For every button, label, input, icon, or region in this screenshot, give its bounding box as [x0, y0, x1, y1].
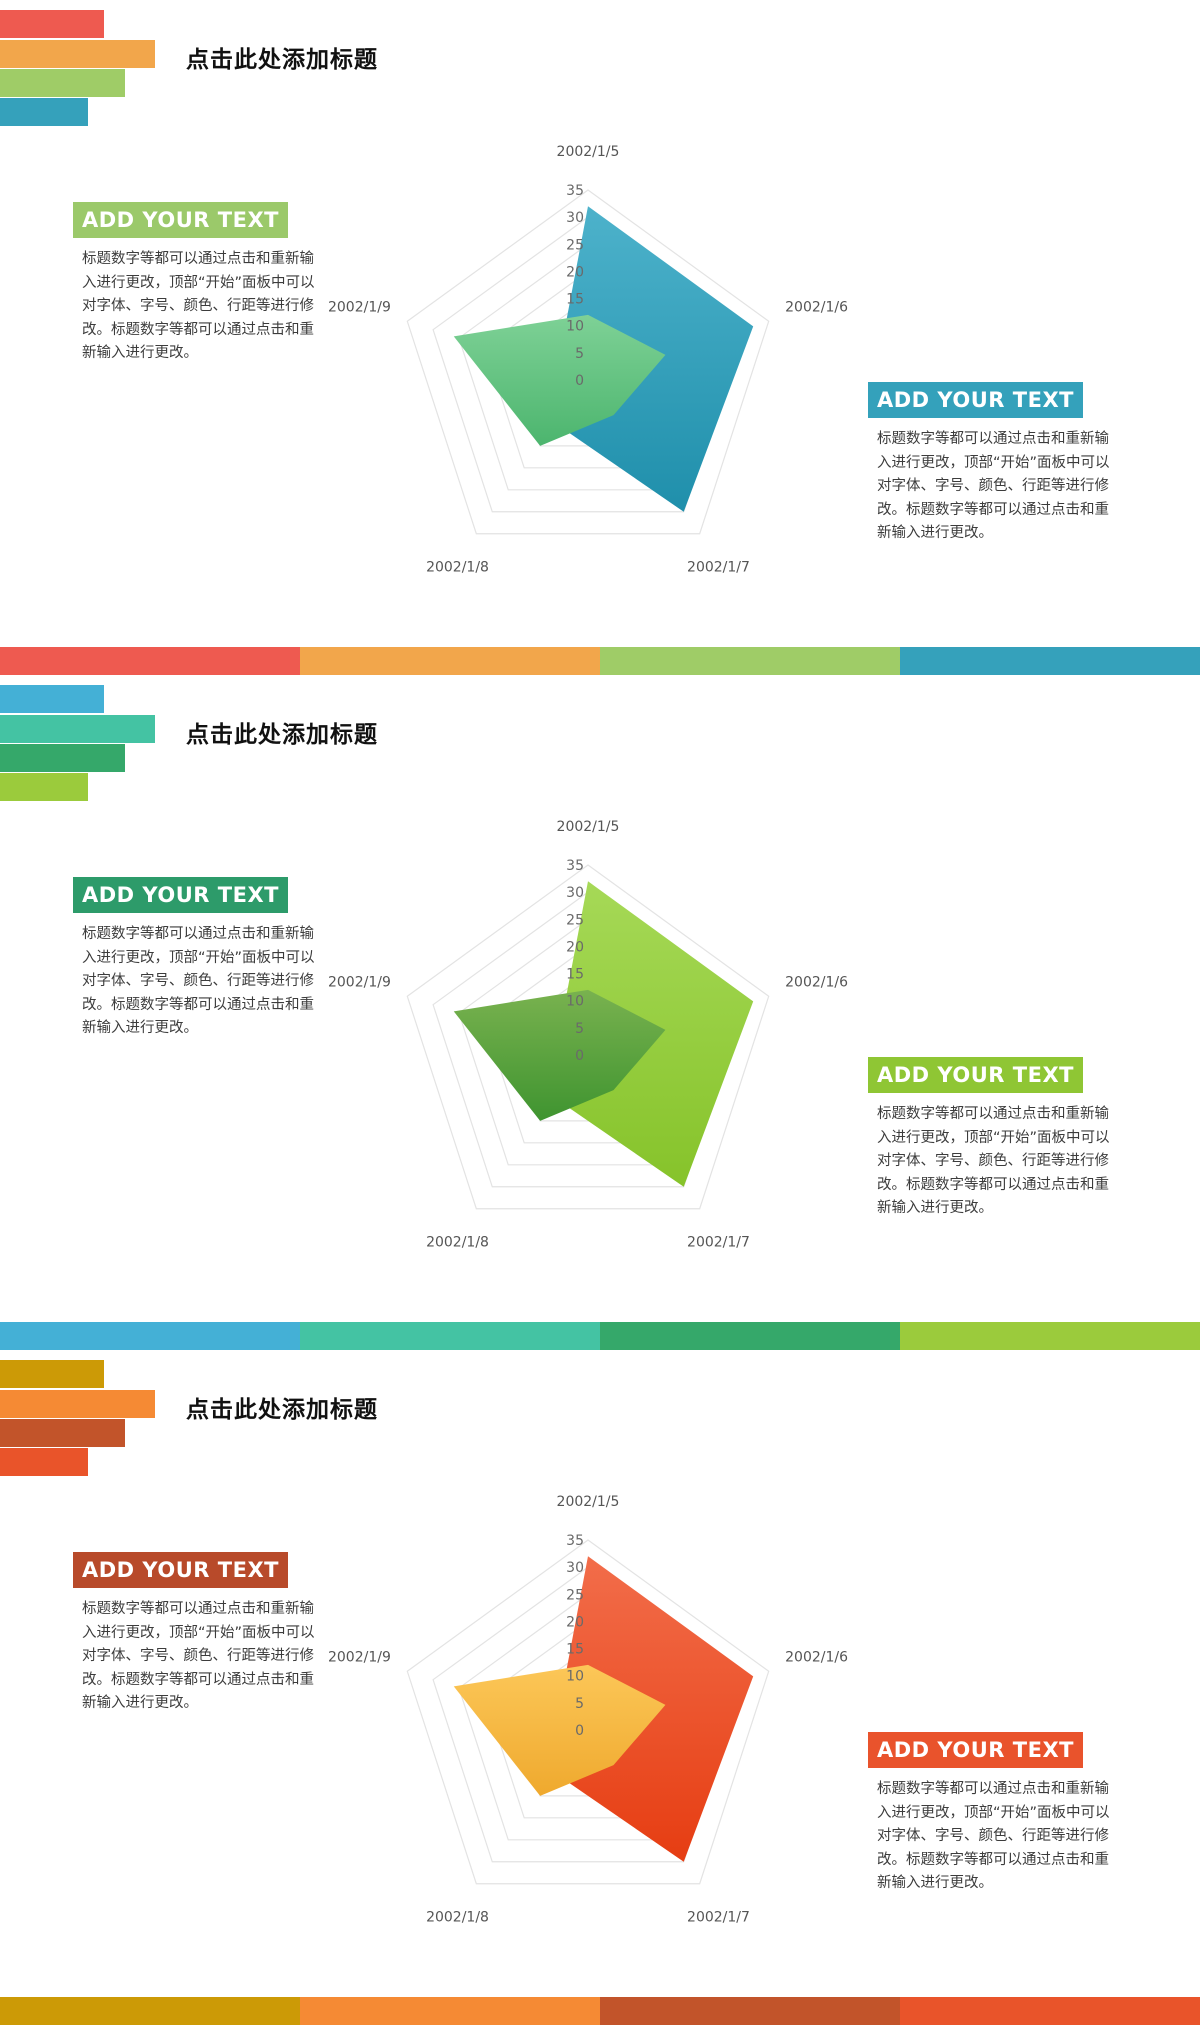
bottom-color-bar	[0, 1322, 1200, 1350]
slide-3: 点击此处添加标题 ADD YOUR TEXT 标题数字等都可以通过点击和重新输入…	[0, 1350, 1200, 2025]
slide-title[interactable]: 点击此处添加标题	[186, 722, 378, 748]
radar-tick-label: 25	[566, 912, 584, 928]
radar-category-label: 2002/1/7	[687, 1910, 750, 1926]
bottom-bar-segment-3	[600, 1322, 900, 1350]
deco-bar-4	[0, 1448, 88, 1476]
radar-tick-label: 0	[575, 373, 584, 389]
bottom-bar-segment-3	[600, 1997, 900, 2025]
right-text-tag[interactable]: ADD YOUR TEXT	[868, 1732, 1083, 1768]
bottom-color-bar	[0, 647, 1200, 675]
right-paragraph[interactable]: 标题数字等都可以通过点击和重新输入进行更改，顶部“开始”面板中可以对字体、字号、…	[877, 1106, 1110, 1216]
radar-chart: 0 5 10 15 20 25 30 35 2002/1/5 2002/1/6 2002/1/7 20…	[328, 1494, 848, 1926]
radar-category-label: 2002/1/5	[557, 819, 620, 835]
bottom-bar-segment-2	[300, 647, 600, 675]
radar-tick-label: 20	[566, 1614, 584, 1630]
radar-tick-label: 10	[566, 994, 584, 1010]
radar-tick-label: 5	[575, 1021, 584, 1037]
bottom-bar-segment-4	[900, 1322, 1200, 1350]
radar-tick-label: 30	[566, 885, 584, 901]
radar-gridline	[406, 864, 770, 1210]
left-text-tag[interactable]: ADD YOUR TEXT	[73, 877, 288, 913]
deco-bar-1	[0, 10, 104, 38]
slide-2: 点击此处添加标题 ADD YOUR TEXT 标题数字等都可以通过点击和重新输入…	[0, 675, 1200, 1350]
radar-chart: 0 5 10 15 20 25 30 35 2002/1/5 2002/1/6 2002/1/7 20…	[328, 819, 848, 1251]
radar-tick-label: 10	[566, 319, 584, 335]
deco-bar-2	[0, 715, 155, 743]
deco-bar-2	[0, 1390, 155, 1418]
radar-category-label: 2002/1/7	[687, 1235, 750, 1251]
bottom-bar-segment-3	[600, 647, 900, 675]
bottom-bar-segment-1	[0, 1997, 300, 2025]
right-paragraph[interactable]: 标题数字等都可以通过点击和重新输入进行更改，顶部“开始”面板中可以对字体、字号、…	[877, 1781, 1110, 1891]
deco-bar-3	[0, 1419, 125, 1447]
slide-1: 点击此处添加标题 ADD YOUR TEXT 标题数字等都可以通过点击和重新输入…	[0, 0, 1200, 675]
deco-bar-4	[0, 773, 88, 801]
left-paragraph[interactable]: 标题数字等都可以通过点击和重新输入进行更改，顶部“开始”面板中可以对字体、字号、…	[82, 926, 315, 1036]
radar-category-label: 2002/1/9	[328, 299, 391, 315]
radar-category-label: 2002/1/6	[785, 1649, 848, 1665]
bottom-bar-segment-2	[300, 1997, 600, 2025]
radar-series-2	[453, 1664, 666, 1796]
radar-tick-label: 15	[566, 967, 584, 983]
deco-bar-3	[0, 69, 125, 97]
radar-category-label: 2002/1/5	[557, 144, 620, 160]
bottom-bar-segment-2	[300, 1322, 600, 1350]
radar-gridline	[406, 1539, 770, 1885]
radar-tick-label: 0	[575, 1723, 584, 1739]
radar-tick-label: 35	[566, 183, 584, 199]
left-paragraph[interactable]: 标题数字等都可以通过点击和重新输入进行更改，顶部“开始”面板中可以对字体、字号、…	[82, 1601, 315, 1711]
radar-tick-label: 25	[566, 1587, 584, 1603]
radar-series-2	[453, 314, 666, 446]
deco-bar-3	[0, 744, 125, 772]
bottom-bar-segment-1	[0, 647, 300, 675]
radar-category-label: 2002/1/6	[785, 974, 848, 990]
radar-tick-label: 20	[566, 264, 584, 280]
radar-category-label: 2002/1/8	[426, 1235, 489, 1251]
bottom-bar-segment-1	[0, 1322, 300, 1350]
radar-tick-label: 5	[575, 1696, 584, 1712]
radar-chart: 0 5 10 15 20 25 30 35 2002/1/5 2002/1/6 2002/1/7 20…	[328, 144, 848, 576]
slide-title[interactable]: 点击此处添加标题	[186, 47, 378, 73]
radar-category-label: 2002/1/8	[426, 1910, 489, 1926]
bottom-bar-segment-4	[900, 1997, 1200, 2025]
radar-category-label: 2002/1/9	[328, 1649, 391, 1665]
radar-gridline	[406, 189, 770, 535]
radar-tick-label: 0	[575, 1048, 584, 1064]
radar-category-label: 2002/1/7	[687, 560, 750, 576]
radar-series-2	[453, 989, 666, 1121]
deco-bar-2	[0, 40, 155, 68]
radar-category-label: 2002/1/9	[328, 974, 391, 990]
slide-title[interactable]: 点击此处添加标题	[186, 1397, 378, 1423]
right-text-tag[interactable]: ADD YOUR TEXT	[868, 1057, 1083, 1093]
radar-tick-label: 15	[566, 292, 584, 308]
radar-category-label: 2002/1/5	[557, 1494, 620, 1510]
radar-tick-label: 25	[566, 237, 584, 253]
radar-tick-label: 35	[566, 1533, 584, 1549]
left-text-tag[interactable]: ADD YOUR TEXT	[73, 202, 288, 238]
radar-tick-label: 30	[566, 210, 584, 226]
left-paragraph[interactable]: 标题数字等都可以通过点击和重新输入进行更改，顶部“开始”面板中可以对字体、字号、…	[82, 251, 315, 361]
deco-bar-1	[0, 1360, 104, 1388]
radar-tick-label: 20	[566, 939, 584, 955]
bottom-color-bar	[0, 1997, 1200, 2025]
left-text-tag[interactable]: ADD YOUR TEXT	[73, 1552, 288, 1588]
deco-bar-1	[0, 685, 104, 713]
radar-tick-label: 10	[566, 1669, 584, 1685]
right-text-tag[interactable]: ADD YOUR TEXT	[868, 382, 1083, 418]
deco-bar-4	[0, 98, 88, 126]
radar-category-label: 2002/1/8	[426, 560, 489, 576]
bottom-bar-segment-4	[900, 647, 1200, 675]
radar-tick-label: 15	[566, 1642, 584, 1658]
radar-tick-label: 30	[566, 1560, 584, 1576]
radar-tick-label: 35	[566, 858, 584, 874]
right-paragraph[interactable]: 标题数字等都可以通过点击和重新输入进行更改，顶部“开始”面板中可以对字体、字号、…	[877, 431, 1110, 541]
radar-category-label: 2002/1/6	[785, 299, 848, 315]
radar-tick-label: 5	[575, 346, 584, 362]
